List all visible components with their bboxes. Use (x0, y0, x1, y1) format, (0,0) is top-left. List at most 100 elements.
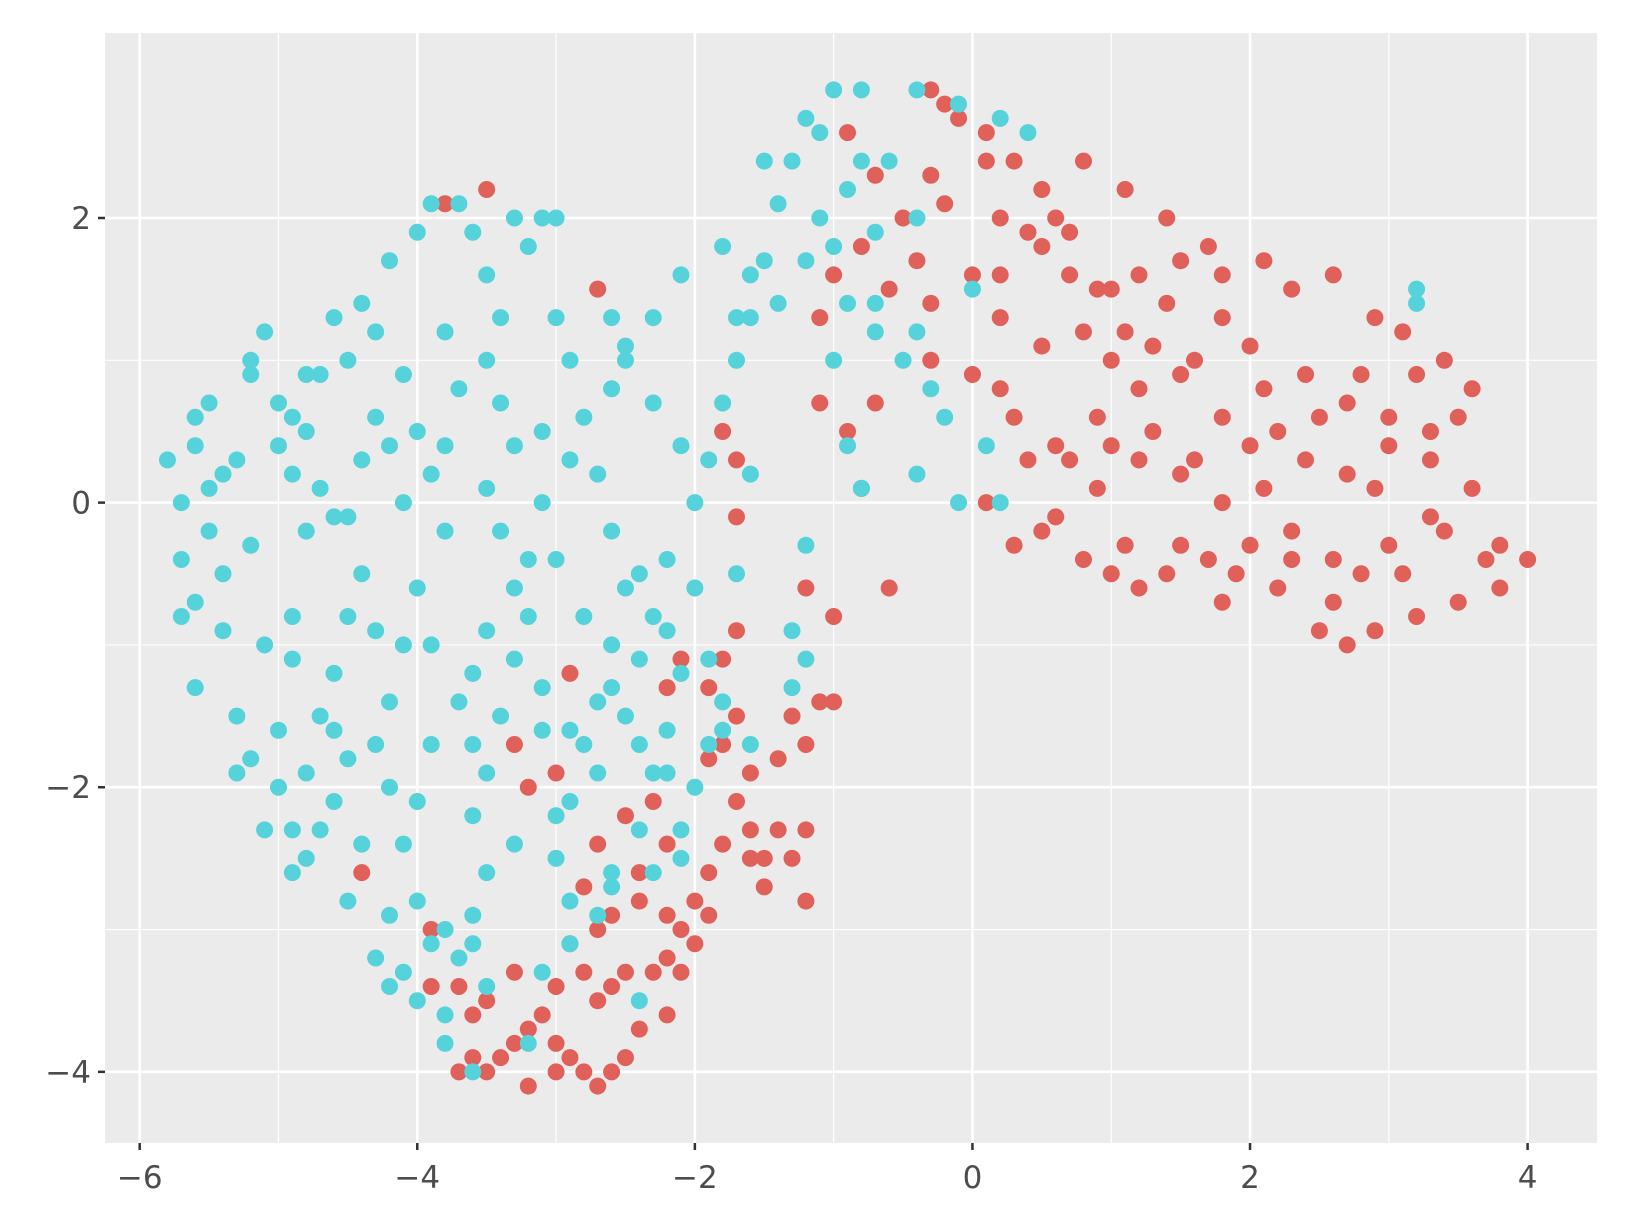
scatter-point-series-1 (603, 1063, 621, 1081)
scatter-point-series-2 (839, 294, 857, 312)
scatter-point-series-2 (741, 465, 759, 483)
scatter-point-series-1 (714, 422, 732, 440)
scatter-point-series-1 (658, 906, 676, 924)
scatter-point-series-1 (1477, 551, 1495, 569)
scatter-point-series-2 (325, 792, 343, 810)
scatter-point-series-1 (422, 921, 440, 939)
scatter-point-series-1 (769, 750, 787, 768)
scatter-point-series-2 (450, 195, 468, 213)
scatter-point-series-2 (422, 465, 440, 483)
scatter-point-series-1 (1269, 579, 1287, 597)
scatter-point-series-2 (547, 209, 565, 227)
x-tick-label: 4 (1518, 1160, 1538, 1196)
scatter-point-series-2 (561, 721, 579, 739)
scatter-point-series-1 (1130, 266, 1148, 284)
scatter-point-series-2 (922, 380, 940, 398)
scatter-point-series-2 (381, 977, 399, 995)
scatter-point-series-1 (1102, 565, 1120, 583)
scatter-point-series-1 (866, 166, 884, 184)
scatter-point-series-2 (408, 792, 426, 810)
scatter-point-series-2 (242, 366, 260, 384)
scatter-point-series-1 (727, 622, 745, 640)
scatter-point-series-1 (575, 1063, 593, 1081)
scatter-point-series-2 (783, 152, 801, 170)
scatter-point-series-2 (186, 593, 204, 611)
scatter-point-series-1 (1019, 451, 1037, 469)
scatter-point-series-1 (880, 280, 898, 298)
scatter-point-series-1 (1033, 522, 1051, 540)
scatter-point-series-1 (714, 650, 732, 668)
scatter-point-series-2 (589, 693, 607, 711)
scatter-point-series-1 (797, 821, 815, 839)
scatter-point-series-1 (714, 835, 732, 853)
scatter-point-series-2 (797, 252, 815, 270)
scatter-point-series-1 (422, 977, 440, 995)
scatter-point-series-1 (561, 664, 579, 682)
scatter-point-series-1 (589, 835, 607, 853)
scatter-point-series-2 (394, 963, 412, 981)
scatter-point-series-1 (811, 693, 829, 711)
scatter-point-series-2 (547, 807, 565, 825)
scatter-point-series-2 (381, 437, 399, 455)
scatter-point-series-2 (478, 977, 496, 995)
scatter-point-series-1 (727, 792, 745, 810)
scatter-point-series-1 (977, 494, 995, 512)
scatter-point-series-2 (547, 551, 565, 569)
scatter-point-series-2 (325, 721, 343, 739)
scatter-point-series-2 (1408, 294, 1426, 312)
scatter-point-series-2 (852, 81, 870, 99)
scatter-point-series-2 (464, 1063, 482, 1081)
scatter-point-series-1 (1047, 209, 1065, 227)
scatter-point-series-1 (1338, 636, 1356, 654)
scatter-point-series-1 (1449, 593, 1467, 611)
scatter-point-series-1 (700, 750, 718, 768)
scatter-point-series-2 (561, 351, 579, 369)
scatter-point-series-1 (1047, 508, 1065, 526)
scatter-point-series-2 (852, 152, 870, 170)
scatter-point-series-1 (658, 679, 676, 697)
scatter-point-series-2 (256, 323, 274, 341)
scatter-point-series-2 (700, 736, 718, 754)
scatter-point-series-2 (422, 195, 440, 213)
scatter-point-series-2 (561, 935, 579, 953)
scatter-point-series-1 (1380, 408, 1398, 426)
scatter-point-series-2 (256, 821, 274, 839)
scatter-point-series-2 (450, 949, 468, 967)
scatter-point-series-1 (991, 309, 1009, 327)
scatter-point-series-1 (1283, 522, 1301, 540)
scatter-point-series-2 (991, 109, 1009, 127)
scatter-point-series-1 (727, 707, 745, 725)
scatter-point-series-1 (1269, 422, 1287, 440)
scatter-point-series-1 (1005, 536, 1023, 554)
scatter-point-series-2 (533, 422, 551, 440)
scatter-point-series-1 (505, 736, 523, 754)
scatter-point-series-1 (603, 977, 621, 995)
scatter-point-series-2 (616, 579, 634, 597)
scatter-point-series-2 (269, 778, 287, 796)
scatter-point-series-2 (700, 451, 718, 469)
scatter-point-series-2 (381, 906, 399, 924)
y-tick-label: −4 (45, 1055, 91, 1091)
scatter-point-series-2 (478, 622, 496, 640)
scatter-point-series-2 (450, 380, 468, 398)
scatter-point-series-2 (908, 465, 926, 483)
scatter-point-series-2 (325, 508, 343, 526)
scatter-point-series-2 (533, 209, 551, 227)
scatter-point-series-1 (1199, 551, 1217, 569)
scatter-point-series-1 (1421, 422, 1439, 440)
scatter-point-series-1 (769, 821, 787, 839)
scatter-point-series-2 (741, 736, 759, 754)
scatter-point-series-1 (658, 1006, 676, 1024)
scatter-point-series-2 (686, 494, 704, 512)
scatter-point-series-1 (1144, 337, 1162, 355)
scatter-point-series-2 (603, 309, 621, 327)
scatter-point-series-2 (825, 351, 843, 369)
plot-panel (105, 33, 1597, 1143)
scatter-point-series-2 (367, 736, 385, 754)
scatter-point-series-1 (644, 792, 662, 810)
scatter-point-series-2 (603, 522, 621, 540)
scatter-point-series-2 (644, 764, 662, 782)
scatter-point-series-1 (450, 1063, 468, 1081)
scatter-point-series-1 (686, 892, 704, 910)
scatter-point-series-2 (408, 422, 426, 440)
